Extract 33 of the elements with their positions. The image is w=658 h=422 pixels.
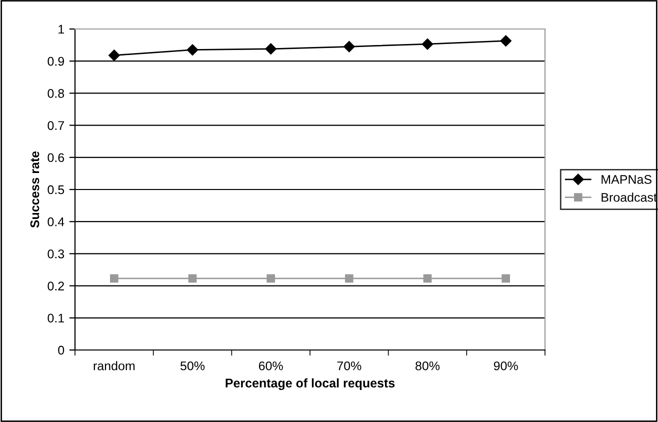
point [345,274,354,283]
y-tick-label: 0.5 [48,185,64,194]
x-tick-label: 70% [337,361,362,370]
legend-label: MAPNaS [602,175,652,184]
point [500,35,512,46]
y-tick-label: 0.1 [48,314,64,323]
point [265,43,276,55]
y-tick-label: 0.4 [48,217,64,226]
y-tick-label: 1 [58,24,64,34]
x-tick-label: 60% [258,361,283,370]
point [186,44,198,56]
point [266,274,275,283]
point [423,274,432,283]
y-tick-label: 0.7 [48,121,64,130]
point [502,274,510,283]
point [188,274,197,283]
y-tick-label: 0.3 [48,250,64,258]
y-tick-label: 0.6 [48,153,64,162]
y-tick-label: 0.2 [48,282,64,290]
y-tick-label: 0.8 [48,89,64,98]
x-axis-title: Percentage of local requests [226,378,395,390]
point [344,41,355,52]
x-tick-label: 80% [416,361,440,370]
point [108,50,120,61]
x-tick-label: 50% [180,361,205,370]
y-axis-title: Success rate [30,151,40,228]
point [110,274,118,283]
x-tick-label: random [94,361,135,370]
x-tick-label: 90% [494,361,518,370]
legend-label: Broadcast [602,192,657,202]
y-tick-label: 0.9 [48,56,64,66]
y-tick-label: 0 [58,346,64,355]
point [422,38,434,50]
